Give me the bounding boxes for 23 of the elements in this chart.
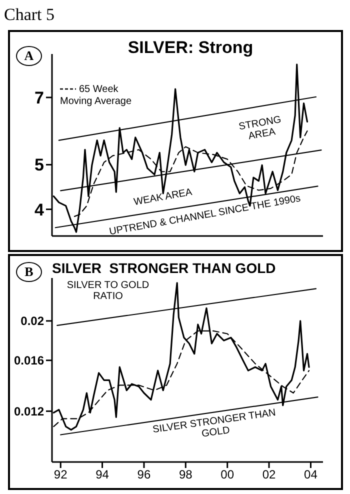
x-tick-label: 94: [96, 468, 110, 482]
annotation: STRONG AREA: [237, 113, 284, 144]
x-tick-label: 96: [137, 468, 151, 482]
oval-badge: B: [16, 262, 42, 282]
annotation: SILVER STRONGER THAN GOLD: [151, 406, 278, 442]
y-tick-label: 0.02: [20, 314, 44, 328]
x-tick-label: 00: [220, 468, 234, 482]
legend-label: 65 Week Moving Average: [60, 84, 132, 107]
annotation: SILVER TO GOLD RATIO: [66, 280, 150, 302]
x-tick-label: 04: [304, 468, 318, 482]
y-tick-label: 0.012: [14, 404, 44, 418]
caption: Chart 5: [4, 5, 55, 25]
y-tick-label: 7: [34, 88, 44, 108]
y-tick-label: 0.016: [14, 354, 44, 368]
annotation: WEAK AREA: [132, 186, 194, 210]
oval-badge: A: [16, 46, 42, 66]
x-tick-label: 92: [54, 468, 68, 482]
chart-title: SILVER STRONGER THAN GOLD: [52, 260, 277, 276]
y-tick-label: 5: [34, 156, 44, 175]
x-tick-label: 98: [178, 468, 193, 482]
y-tick-label: 4: [34, 200, 45, 220]
x-tick-label: 02: [262, 468, 276, 482]
chart-title: SILVER: Strong: [126, 38, 254, 58]
